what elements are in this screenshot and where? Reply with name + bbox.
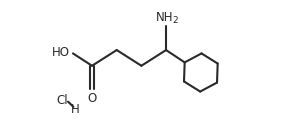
Text: NH: NH — [156, 11, 173, 24]
Text: 2: 2 — [172, 16, 178, 25]
Text: Cl: Cl — [56, 94, 68, 107]
Text: HO: HO — [52, 46, 70, 59]
Text: H: H — [71, 103, 80, 116]
Text: O: O — [87, 92, 97, 105]
